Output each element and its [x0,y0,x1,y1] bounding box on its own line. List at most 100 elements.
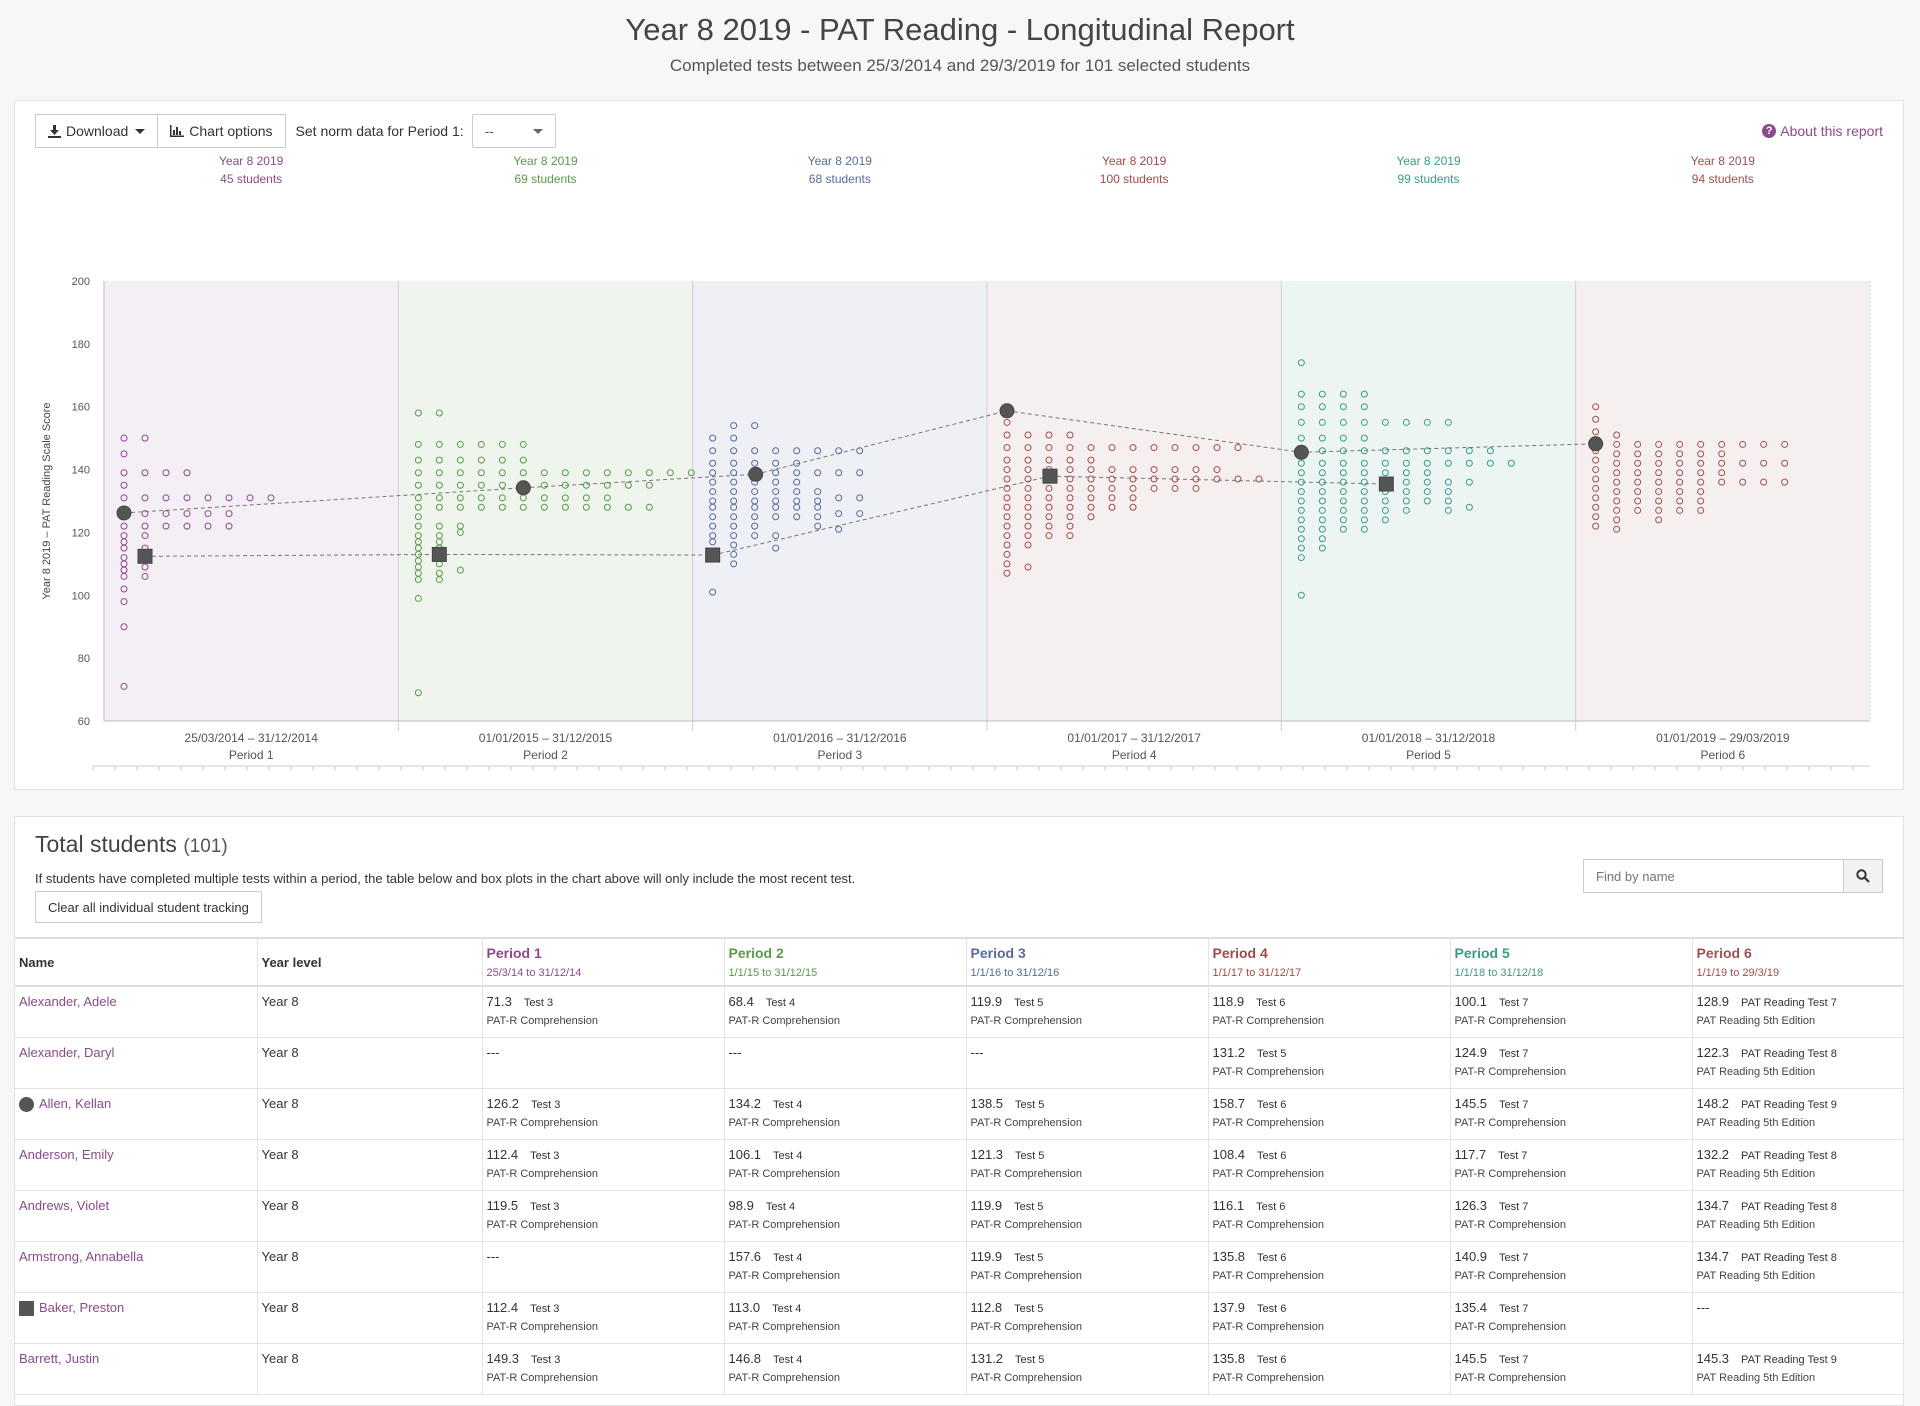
student-score-point [1423,418,1431,426]
student-score-point [772,513,780,521]
student-score-point [1634,440,1642,448]
student-score-point [1360,403,1368,411]
download-button[interactable]: Download [35,114,159,148]
student-score-point [1339,516,1347,524]
search-input[interactable] [1584,860,1843,892]
student-score-point [1024,466,1032,474]
tracked-student-line [523,473,756,489]
student-score-point [603,494,611,502]
about-report-link[interactable]: ? About this report [1762,123,1883,139]
student-score-point [1634,488,1642,496]
period-header-label: Period 2 [728,945,784,961]
chart-options-button[interactable]: Chart options [158,114,286,148]
student-name-cell[interactable]: Baker, Preston [15,1292,258,1344]
tracking-square-icon[interactable] [19,1300,34,1316]
score-cell: 119.9 Test 5 PAT-R Comprehension [966,986,1209,1038]
student-score-point [1423,497,1431,505]
norm-data-select[interactable]: -- [471,114,556,148]
student-score-point [414,440,422,448]
student-name[interactable]: Andrews, Violet [19,1197,110,1213]
test-name: PAT Reading Test 8 [1741,1149,1837,1162]
student-score-point [1129,444,1137,452]
student-score-point [772,488,780,496]
test-name: PAT Reading Test 8 [1741,1200,1837,1213]
student-name[interactable]: Baker, Preston [39,1299,125,1315]
tracking-circle-icon[interactable] [19,1096,34,1112]
student-score-point [162,494,170,502]
year-level-column-header[interactable]: Year level [257,937,483,987]
student-name-cell[interactable]: Alexander, Adele [15,986,258,1038]
student-name[interactable]: Barrett, Justin [19,1350,100,1366]
student-score-point [1003,560,1011,568]
student-score-point [540,469,548,477]
student-score-point [1339,403,1347,411]
period-student-count: 99 students [1397,172,1459,186]
student-score-point [730,503,738,511]
student-score-point [1024,475,1032,483]
student-score-point [856,494,864,502]
student-score-point [1423,478,1431,486]
score-value: 135.8 [1212,1248,1246,1264]
period-2-column-header[interactable]: Period 2 1/1/15 to 31/12/15 [724,937,967,987]
student-score-point [1634,450,1642,458]
score-cell: 112.4 Test 3 PAT-R Comprehension [482,1292,725,1344]
student-score-point [414,513,422,521]
student-name-cell[interactable]: Anderson, Emily [15,1139,258,1191]
student-name-cell[interactable]: Alexander, Daryl [15,1037,258,1089]
name-column-header[interactable]: Name [15,937,258,987]
student-score-point [1297,506,1305,514]
student-name[interactable]: Armstrong, Annabella [19,1248,144,1264]
period-1-column-header[interactable]: Period 1 25/3/14 to 31/12/14 [482,937,725,987]
student-score-point [751,422,759,430]
test-type: PAT Reading 5th Edition [1696,1015,1816,1027]
student-score-point [1024,532,1032,540]
score-value: 148.2 [1696,1095,1730,1111]
student-score-point [1592,475,1600,483]
table-header-row: Name Year level Period 1 25/3/14 to 31/12… [15,937,1904,987]
student-score-point [814,522,822,530]
student-score-point [519,503,527,511]
student-score-point [1465,503,1473,511]
period-header-dates: 1/1/16 to 31/12/16 [970,967,1060,979]
period-5-column-header[interactable]: Period 5 1/1/18 to 31/12/18 [1450,937,1693,987]
period-4-column-header[interactable]: Period 4 1/1/17 to 31/12/17 [1208,937,1451,987]
student-name[interactable]: Anderson, Emily [19,1146,114,1162]
student-score-point [1171,466,1179,474]
tracked-student-line [755,410,1008,475]
student-score-point [1676,488,1684,496]
student-name[interactable]: Alexander, Daryl [19,1044,115,1060]
student-score-point [1676,440,1684,448]
student-score-point [730,488,738,496]
student-name[interactable]: Alexander, Adele [19,994,117,1009]
clear-tracking-button[interactable]: Clear all individual student tracking [35,891,262,923]
student-score-point [1739,478,1747,486]
student-score-point [1318,390,1326,398]
student-name-cell[interactable]: Armstrong, Annabella [15,1241,258,1293]
student-score-point [1066,532,1074,540]
search-button[interactable] [1843,860,1882,892]
student-score-point [1634,459,1642,467]
student-name-cell[interactable]: Andrews, Violet [15,1190,258,1242]
period-header-label: Period 3 [970,945,1026,961]
test-name: Test 4 [773,1353,803,1366]
period-6-column-header[interactable]: Period 6 1/1/19 to 29/3/19 [1692,937,1904,987]
student-score-point [1297,516,1305,524]
student-score-point [709,538,717,546]
student-score-point [1718,478,1726,486]
period-3-column-header[interactable]: Period 3 1/1/16 to 31/12/16 [966,937,1209,987]
student-score-point [1339,434,1347,442]
score-value: 158.7 [1212,1095,1246,1111]
test-type: PAT-R Comprehension [486,1116,598,1129]
student-name-cell[interactable]: Allen, Kellan [15,1088,258,1140]
score-cell: 134.2 Test 4 PAT-R Comprehension [724,1088,967,1140]
student-name[interactable]: Allen, Kellan [39,1095,112,1111]
student-score-point [1003,456,1011,464]
student-name-cell[interactable]: Barrett, Justin [15,1343,258,1395]
student-score-point [1066,522,1074,530]
score-value: 121.3 [970,1146,1004,1162]
student-score-point [1045,494,1053,502]
tracked-student-square-marker [1042,468,1058,484]
test-type: PAT-R Comprehension [1454,1371,1566,1384]
student-score-point [730,560,738,568]
student-score-point [1297,418,1305,426]
